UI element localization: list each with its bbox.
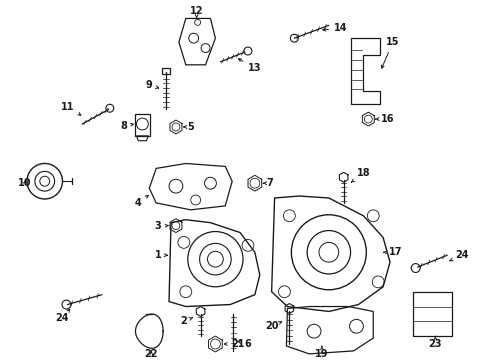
Text: 10: 10 — [18, 178, 32, 188]
Text: 22: 22 — [144, 349, 158, 359]
Bar — [162, 68, 170, 74]
Text: 8: 8 — [120, 121, 133, 131]
Text: 24: 24 — [56, 309, 70, 323]
Text: 18: 18 — [351, 168, 369, 182]
Text: 3: 3 — [155, 221, 167, 231]
Text: 1: 1 — [155, 250, 167, 260]
Text: 23: 23 — [428, 336, 441, 349]
Text: 5: 5 — [183, 122, 194, 132]
Text: 6: 6 — [238, 339, 251, 349]
Text: 9: 9 — [145, 80, 158, 90]
Text: 20: 20 — [264, 321, 281, 331]
Text: 7: 7 — [263, 178, 272, 188]
Text: 14: 14 — [322, 23, 347, 33]
Text: 11: 11 — [61, 102, 81, 115]
Bar — [134, 114, 150, 136]
Text: 2: 2 — [180, 316, 192, 326]
Text: 21: 21 — [224, 339, 244, 349]
Text: 17: 17 — [383, 247, 402, 257]
Text: 16: 16 — [375, 114, 394, 124]
Text: 15: 15 — [381, 37, 399, 68]
Text: 4: 4 — [135, 195, 148, 208]
Text: 24: 24 — [449, 250, 468, 261]
Text: 19: 19 — [315, 346, 328, 359]
Text: 12: 12 — [189, 5, 203, 18]
Text: 13: 13 — [238, 59, 261, 73]
